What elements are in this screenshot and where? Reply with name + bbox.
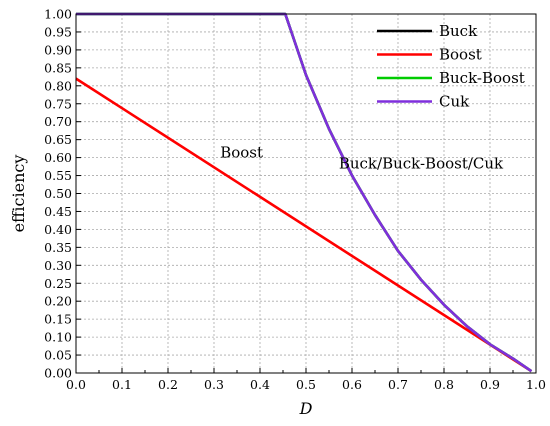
annotations: Boost Buck/Buck-Boost/Cuk xyxy=(220,144,504,173)
x-tick-label: 0.1 xyxy=(112,377,132,392)
x-tick-label: 0.7 xyxy=(388,377,408,392)
x-tick-label: 0.6 xyxy=(342,377,362,392)
legend-label: Buck-Boost xyxy=(439,69,525,87)
x-tick-label: 0.3 xyxy=(204,377,224,392)
series-lines xyxy=(75,12,533,373)
y-tick-label: 0.90 xyxy=(44,42,72,57)
y-tick-label: 0.65 xyxy=(44,132,72,147)
series-line-boost xyxy=(75,77,533,373)
x-tick-label: 0.5 xyxy=(296,377,316,392)
y-tick-label: 0.05 xyxy=(44,348,72,363)
grid xyxy=(76,14,536,373)
series-line-cuk xyxy=(76,12,533,373)
x-tick-label: 0.9 xyxy=(480,377,500,392)
y-tick-label: 0.40 xyxy=(44,222,72,237)
x-tick-label: 0.2 xyxy=(158,377,178,392)
tick-marks xyxy=(75,13,537,374)
y-tick-label: 0.10 xyxy=(44,330,72,345)
y-tick-label: 0.50 xyxy=(44,186,72,201)
x-tick-label: 0.4 xyxy=(250,377,270,392)
legend-label: Buck xyxy=(439,22,478,40)
annotation-label: Buck/Buck-Boost/Cuk xyxy=(339,154,504,172)
x-tick-label: 0.8 xyxy=(434,377,454,392)
legend-label: Boost xyxy=(439,46,482,64)
x-axis-label: D xyxy=(299,399,313,418)
y-tick-label: 0.00 xyxy=(44,366,72,381)
y-tick-label: 0.60 xyxy=(44,150,72,165)
x-tick-label: 1.0 xyxy=(526,377,546,392)
legend-label: Cuk xyxy=(439,93,470,111)
y-axis-label: efficiency xyxy=(9,155,28,233)
y-tick-label: 0.75 xyxy=(44,96,72,111)
y-tick-label: 1.00 xyxy=(44,7,72,22)
y-tick-label: 0.25 xyxy=(44,276,72,291)
y-tick-label: 0.80 xyxy=(44,78,72,93)
y-tick-label: 0.55 xyxy=(44,168,72,183)
legend: Buck Boost Buck-Boost Cuk xyxy=(377,22,525,111)
annotation-label: Boost xyxy=(220,144,263,162)
x-tick-labels: 0.0 0.1 0.2 0.3 0.4 0.5 0.6 0.7 0.8 0.9 1.0 xyxy=(66,377,546,392)
y-tick-label: 0.45 xyxy=(44,204,72,219)
y-tick-label: 0.85 xyxy=(44,60,72,75)
y-tick-label: 0.35 xyxy=(44,240,72,255)
y-tick-label: 0.95 xyxy=(44,24,72,39)
y-tick-label: 0.20 xyxy=(44,294,72,309)
y-tick-label: 0.70 xyxy=(44,114,72,129)
y-tick-label: 0.30 xyxy=(44,258,72,273)
y-tick-labels: 0.00 0.05 0.10 0.15 0.20 0.25 0.30 0.35 0.40 0.45… xyxy=(44,7,72,381)
y-tick-label: 0.15 xyxy=(44,312,72,327)
x-tick-label: 0.0 xyxy=(66,377,86,392)
